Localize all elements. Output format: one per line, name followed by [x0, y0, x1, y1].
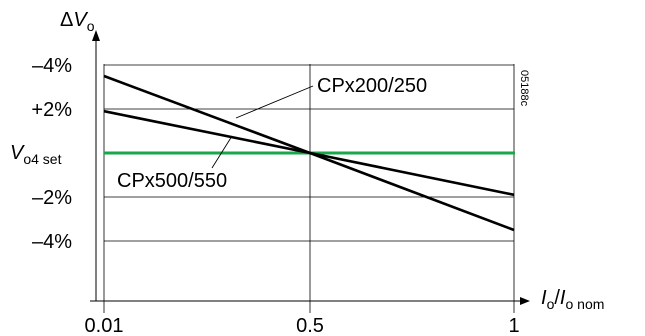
grid — [103, 64, 515, 313]
y-tick-set-label: Vo4 set — [10, 142, 62, 167]
x-axis-label: Io/Io nom — [541, 287, 604, 312]
series-line-2 — [103, 109, 515, 197]
y-axis-label: ΔVo — [60, 9, 95, 34]
x-tick-label: 1 — [508, 315, 519, 336]
labels-group: CPx200/250 CPx500/550 –4% +2% Vo4 set –2% –4% 0… — [10, 9, 604, 336]
x-axis-arrow — [520, 297, 530, 305]
annotation-leader-1 — [235, 85, 314, 119]
annotation-leader-2 — [211, 135, 233, 169]
axes — [90, 30, 530, 305]
y-tick-label: +2% — [31, 99, 72, 121]
side-code: 05188c — [518, 70, 530, 107]
annotation-cpx200: CPx200/250 — [317, 75, 427, 97]
y-tick-label: –2% — [32, 187, 72, 209]
series-group — [103, 74, 515, 232]
y-axis-arrow — [92, 30, 100, 41]
x-tick-label: 0.5 — [296, 315, 324, 336]
y-tick-label: –4% — [32, 55, 72, 77]
x-tick-label: 0.01 — [85, 315, 124, 336]
annotation-cpx500: CPx500/550 — [117, 170, 227, 192]
y-tick-label: –4% — [32, 231, 72, 253]
